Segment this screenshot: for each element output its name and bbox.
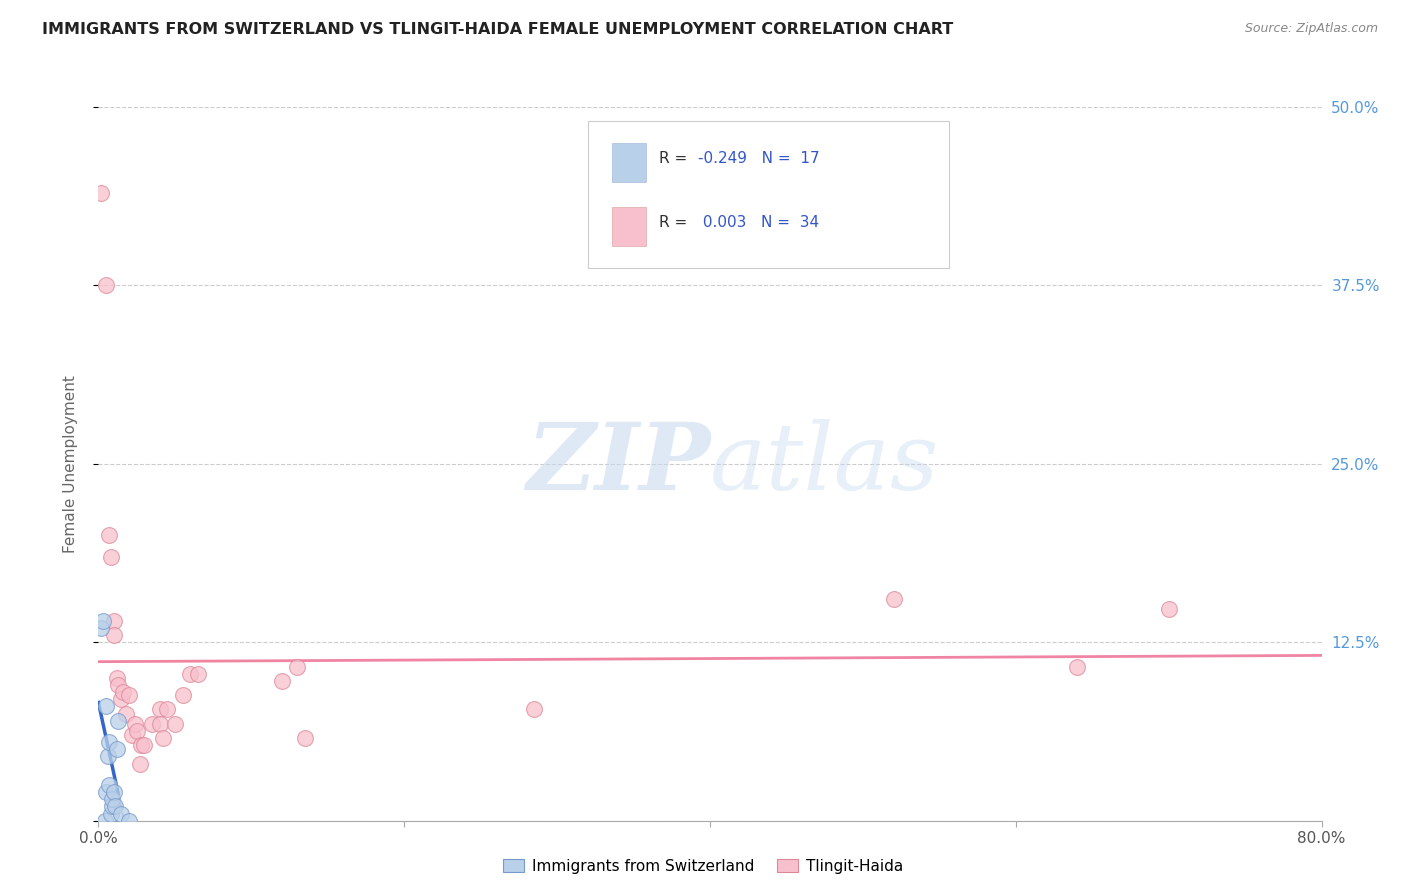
Point [103, 614, 125, 628]
Text: R =: R = [658, 151, 692, 166]
Point [98, 778, 121, 792]
Point [118, 688, 141, 702]
Point [104, 799, 127, 814]
Point [100, 549, 122, 564]
Legend: Immigrants from Switzerland, Tlingit-Haida: Immigrants from Switzerland, Tlingit-Hai… [496, 853, 910, 880]
Point [110, 692, 132, 706]
Point [121, 728, 143, 742]
Point [285, 659, 308, 673]
Point [105, 742, 128, 756]
Point [125, 723, 148, 738]
Point [91, 614, 114, 628]
Point [103, 628, 125, 642]
Point [94, 785, 117, 799]
Point [93, 814, 115, 828]
Point [94, 278, 117, 293]
Text: -0.249   N =  17: -0.249 N = 17 [697, 151, 820, 166]
Point [179, 666, 201, 681]
Point [523, 702, 546, 716]
Point [103, 785, 125, 799]
Point [163, 716, 186, 731]
Text: 0.003   N =  34: 0.003 N = 34 [697, 215, 818, 230]
Text: atlas: atlas [710, 419, 939, 508]
Point [115, 706, 138, 721]
Point [107, 714, 129, 728]
FancyBboxPatch shape [612, 143, 647, 182]
Point [101, 799, 124, 814]
Point [100, 806, 122, 821]
Point [124, 716, 146, 731]
Point [98, 735, 121, 749]
Point [110, 806, 132, 821]
Point [149, 702, 172, 716]
Point [156, 702, 179, 716]
Text: R =: R = [658, 215, 692, 230]
Point [90, 186, 112, 200]
Point [172, 688, 194, 702]
Point [90, 621, 112, 635]
Point [294, 731, 316, 745]
Point [883, 592, 905, 607]
FancyBboxPatch shape [588, 121, 949, 268]
Point [118, 814, 141, 828]
Point [152, 731, 174, 745]
Text: Source: ZipAtlas.com: Source: ZipAtlas.com [1244, 22, 1378, 36]
Text: ZIP: ZIP [526, 419, 710, 508]
Point [149, 716, 172, 731]
Point [101, 792, 124, 806]
Point [187, 666, 209, 681]
Point [111, 685, 134, 699]
Point [97, 749, 120, 764]
Point [1066, 659, 1088, 673]
Point [128, 756, 150, 771]
FancyBboxPatch shape [612, 207, 647, 246]
Text: IMMIGRANTS FROM SWITZERLAND VS TLINGIT-HAIDA FEMALE UNEMPLOYMENT CORRELATION CHA: IMMIGRANTS FROM SWITZERLAND VS TLINGIT-H… [42, 22, 953, 37]
Point [134, 738, 156, 752]
Point [105, 671, 128, 685]
Point [270, 673, 292, 688]
Point [98, 528, 121, 542]
Point [107, 678, 129, 692]
Point [1157, 602, 1180, 616]
Point [129, 738, 152, 752]
Point [94, 699, 117, 714]
Point [141, 716, 163, 731]
Y-axis label: Female Unemployment: Female Unemployment [63, 375, 77, 553]
